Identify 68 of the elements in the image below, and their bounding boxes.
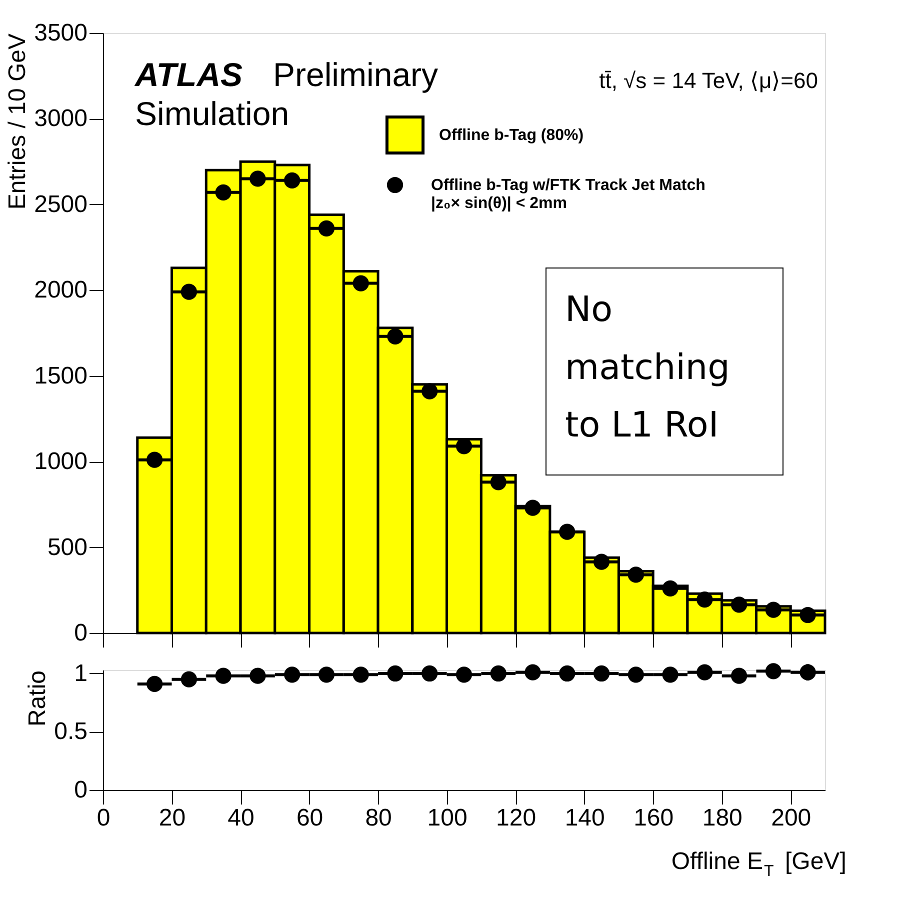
point	[180, 284, 198, 300]
point	[284, 666, 300, 683]
point	[422, 665, 438, 682]
y-axis-title: Entries / 10 GeV	[4, 34, 32, 210]
point	[524, 664, 541, 680]
point	[318, 220, 335, 236]
x-tick-label: 60	[296, 804, 324, 832]
point	[800, 664, 816, 680]
point	[318, 666, 335, 683]
x-tick-label: 180	[702, 804, 742, 832]
point	[559, 524, 576, 540]
point	[387, 328, 404, 344]
y-axis-title: Ratio	[24, 670, 52, 727]
point	[215, 184, 232, 200]
annotation: ATLAS	[134, 56, 243, 93]
point	[422, 383, 438, 400]
annotation: tt̄, √s = 14 TeV, ⟨μ⟩=60	[599, 68, 818, 93]
annotation: Simulation	[135, 95, 290, 132]
point	[180, 671, 198, 688]
point	[387, 665, 404, 682]
point	[696, 664, 713, 680]
x-tick-label: 0	[96, 804, 110, 832]
x-tick-label: 120	[496, 804, 536, 832]
point	[696, 592, 713, 608]
point	[730, 668, 748, 684]
point	[524, 500, 541, 516]
annotation: No matching to L1 RoI	[565, 290, 730, 446]
y-tick-label: 3500	[34, 20, 88, 46]
y-tick-label: 2500	[34, 190, 88, 218]
y-tick-label: 1500	[34, 362, 88, 390]
point	[765, 663, 782, 680]
point	[593, 554, 610, 570]
point	[284, 172, 300, 188]
x-tick-label: 80	[365, 804, 392, 832]
point	[593, 665, 610, 682]
point	[628, 566, 644, 583]
x-tick-label: 160	[634, 804, 674, 832]
point	[559, 665, 576, 682]
x-tick-label: 40	[228, 804, 254, 832]
point	[352, 666, 369, 683]
y-tick-label: 0	[74, 620, 88, 646]
x-tick-label: 200	[771, 804, 812, 832]
point	[456, 666, 472, 683]
legend-label: Offline b-Tag (80%)	[439, 127, 584, 144]
x-tick-label: 20	[158, 804, 186, 832]
y-tick-label: 2000	[34, 276, 88, 304]
point	[250, 170, 266, 187]
y-tick-label: 0.5	[54, 718, 88, 746]
y-tick-label: 0	[74, 776, 88, 804]
point	[662, 580, 678, 596]
legend-label: Offline b-Tag w/FTK Track Jet Match |z₀× sin(θ)| < 2mm	[431, 177, 706, 212]
point	[250, 668, 266, 684]
y-tick-label: 1	[74, 660, 88, 687]
point	[730, 596, 748, 613]
point	[662, 666, 678, 683]
point	[628, 666, 644, 683]
point	[765, 602, 782, 618]
y-tick-label: 1000	[34, 448, 88, 476]
x-tick-label: 100	[427, 804, 468, 832]
point	[146, 676, 163, 692]
annotation: Preliminary	[273, 56, 439, 93]
point	[352, 275, 369, 292]
y-tick-label: 500	[47, 534, 88, 561]
y-tick-label: 3000	[34, 105, 88, 132]
point	[215, 668, 232, 684]
x-tick-label: 140	[564, 804, 605, 832]
point	[146, 452, 163, 468]
point	[490, 665, 506, 682]
